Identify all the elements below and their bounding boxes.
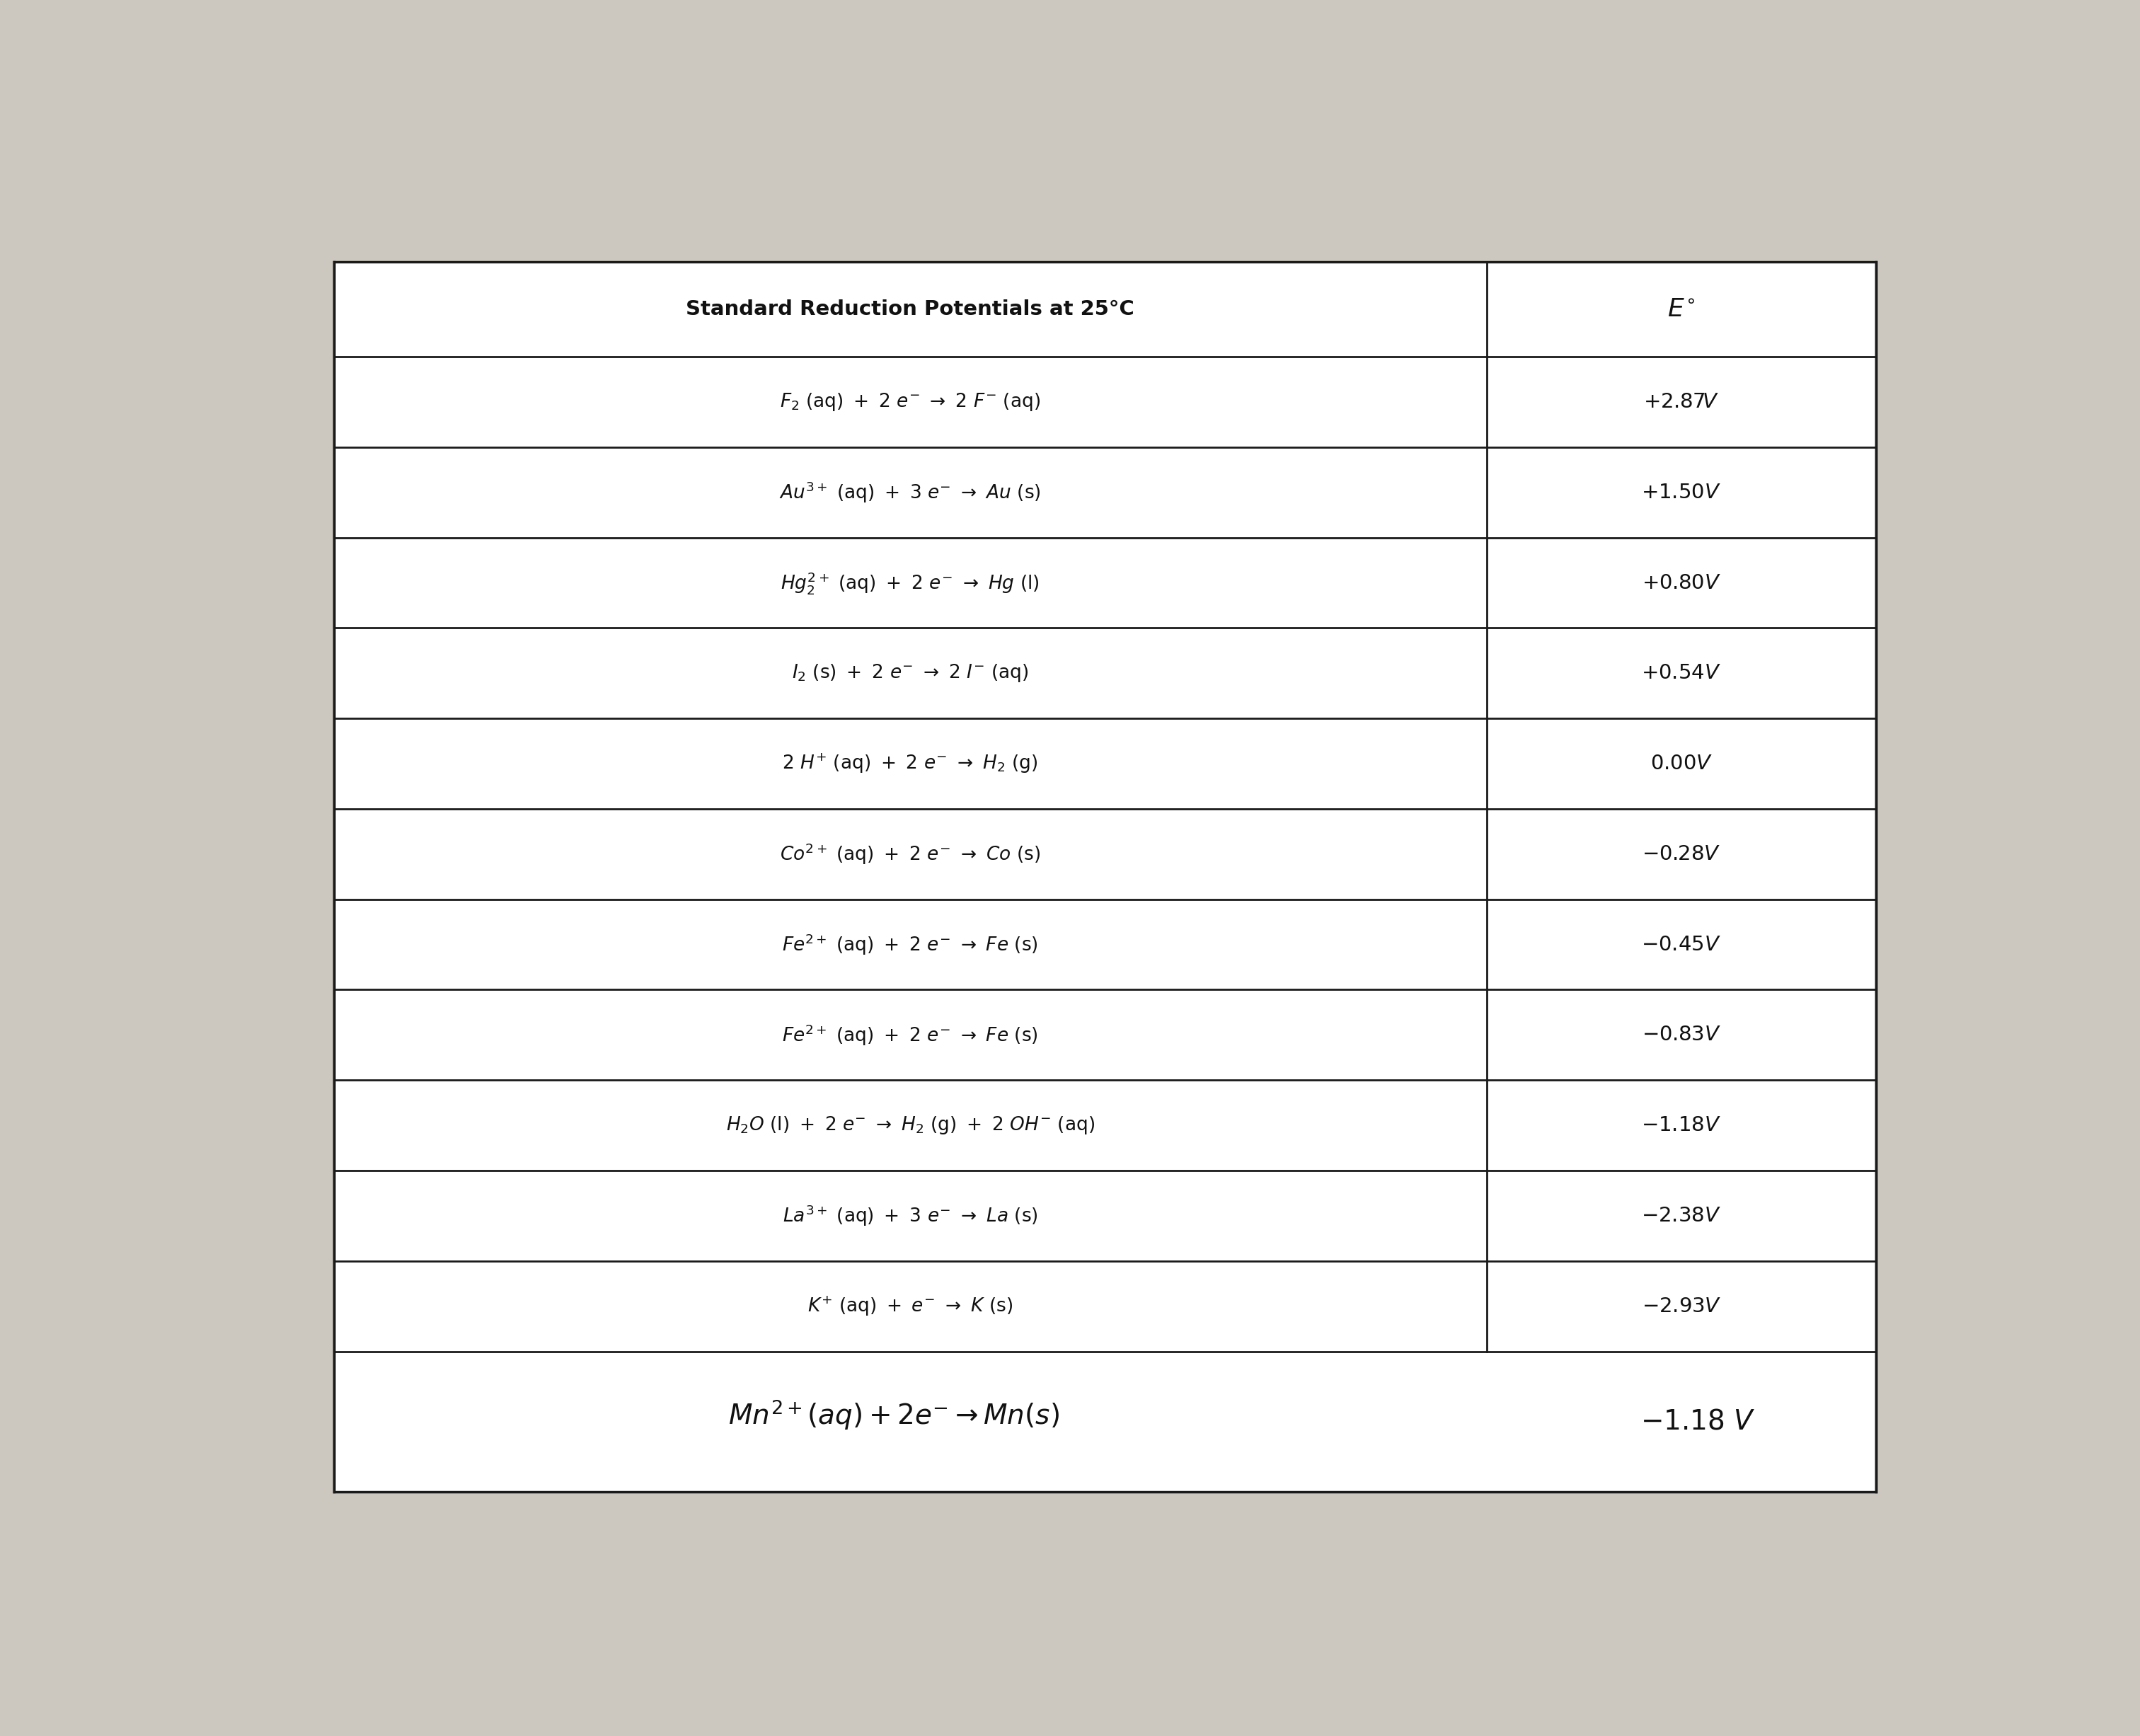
- Text: $K^{+}\ \mathrm{(aq)}\ +\ e^{-}\ \rightarrow\ K\ \mathrm{(s)}$: $K^{+}\ \mathrm{(aq)}\ +\ e^{-}\ \righta…: [807, 1295, 1012, 1318]
- Text: Standard Reduction Potentials at 25°C: Standard Reduction Potentials at 25°C: [687, 299, 1134, 319]
- FancyBboxPatch shape: [334, 262, 1877, 1491]
- Text: $+0.80 V$: $+0.80 V$: [1641, 573, 1721, 592]
- Text: $Fe^{2+}\ \mathrm{(aq)}\ +\ 2\ e^{-}\ \rightarrow\ Fe\ \mathrm{(s)}$: $Fe^{2+}\ \mathrm{(aq)}\ +\ 2\ e^{-}\ \r…: [781, 932, 1038, 957]
- Text: $F_2\ \mathrm{(aq)}\ +\ 2\ e^{-}\ \rightarrow\ 2\ F^{-}\ \mathrm{(aq)}$: $F_2\ \mathrm{(aq)}\ +\ 2\ e^{-}\ \right…: [779, 391, 1040, 413]
- Text: $H_2O\ \mathrm{(l)}\ +\ 2\ e^{-}\ \rightarrow\ H_2\ \mathrm{(g)}\ +\ 2\ OH^{-}\ : $H_2O\ \mathrm{(l)}\ +\ 2\ e^{-}\ \right…: [725, 1115, 1094, 1135]
- Text: $+1.50 V$: $+1.50 V$: [1641, 483, 1721, 502]
- Text: $−0.28 V$: $−0.28 V$: [1641, 844, 1721, 865]
- Text: $−2.93 V$: $−2.93 V$: [1641, 1297, 1721, 1316]
- Text: $Mn^{2+}(aq) + 2e^{-} \rightarrow Mn(s)$: $Mn^{2+}(aq) + 2e^{-} \rightarrow Mn(s)$: [728, 1397, 1059, 1432]
- Text: $I_2\ \mathrm{(s)}\ +\ 2\ e^{-}\ \rightarrow\ 2\ I^{-}\ \mathrm{(aq)}$: $I_2\ \mathrm{(s)}\ +\ 2\ e^{-}\ \righta…: [792, 663, 1029, 684]
- Text: $0.00 V$: $0.00 V$: [1650, 753, 1712, 774]
- Text: $Fe^{2+}\ \mathrm{(aq)}\ +\ 2\ e^{-}\ \rightarrow\ Fe\ \mathrm{(s)}$: $Fe^{2+}\ \mathrm{(aq)}\ +\ 2\ e^{-}\ \r…: [781, 1023, 1038, 1047]
- Text: $Hg_2^{2+}\ \mathrm{(aq)}\ +\ 2\ e^{-}\ \rightarrow\ Hg\ \mathrm{(l)}$: $Hg_2^{2+}\ \mathrm{(aq)}\ +\ 2\ e^{-}\ …: [781, 569, 1040, 595]
- Text: $\mathit{E}^{\circ}$: $\mathit{E}^{\circ}$: [1667, 297, 1695, 321]
- Text: $+2.87 V$: $+2.87 V$: [1644, 392, 1718, 411]
- Text: $La^{3+}\ \mathrm{(aq)}\ +\ 3\ e^{-}\ \rightarrow\ La\ \mathrm{(s)}$: $La^{3+}\ \mathrm{(aq)}\ +\ 3\ e^{-}\ \r…: [783, 1203, 1038, 1227]
- Text: $−1.18 V$: $−1.18 V$: [1641, 1116, 1721, 1135]
- Text: $−2.38 V$: $−2.38 V$: [1641, 1207, 1721, 1226]
- Text: $-1.18\ V$: $-1.18\ V$: [1641, 1408, 1755, 1436]
- Text: $−0.45 V$: $−0.45 V$: [1641, 934, 1721, 955]
- Text: $Au^{3+}\ \mathrm{(aq)}\ +\ 3\ e^{-}\ \rightarrow\ Au\ \mathrm{(s)}$: $Au^{3+}\ \mathrm{(aq)}\ +\ 3\ e^{-}\ \r…: [779, 481, 1040, 505]
- Text: $+0.54 V$: $+0.54 V$: [1641, 663, 1721, 684]
- Text: $2\ H^{+}\ \mathrm{(aq)}\ +\ 2\ e^{-}\ \rightarrow\ H_2\ \mathrm{(g)}$: $2\ H^{+}\ \mathrm{(aq)}\ +\ 2\ e^{-}\ \…: [783, 752, 1038, 774]
- Text: $Co^{2+}\ \mathrm{(aq)}\ +\ 2\ e^{-}\ \rightarrow\ Co\ \mathrm{(s)}$: $Co^{2+}\ \mathrm{(aq)}\ +\ 2\ e^{-}\ \r…: [779, 842, 1040, 866]
- Text: $−0.83 V$: $−0.83 V$: [1641, 1024, 1721, 1045]
